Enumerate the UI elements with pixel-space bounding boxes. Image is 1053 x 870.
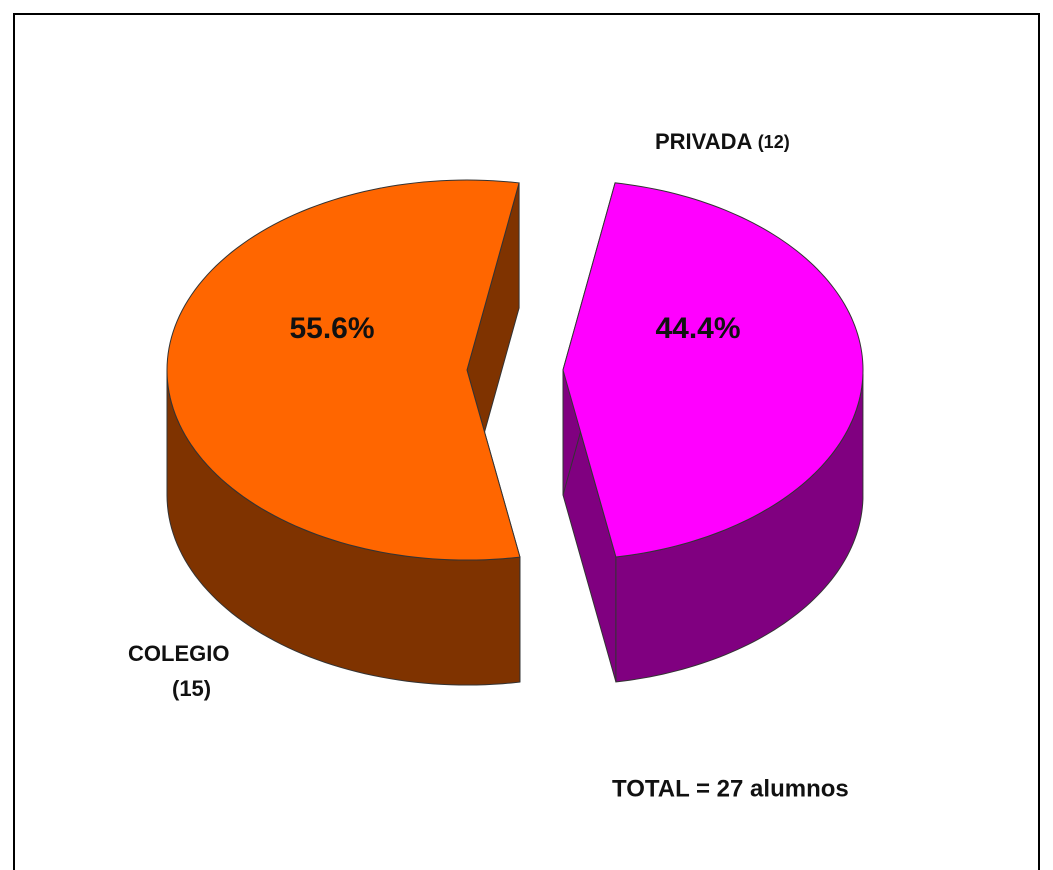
slice bbox=[166, 179, 521, 686]
category-name: PRIVADA bbox=[655, 129, 752, 154]
slice bbox=[562, 182, 864, 683]
slice-top bbox=[562, 182, 864, 558]
annotation: TOTAL = 27 alumnos bbox=[612, 775, 849, 802]
value-label: 55.6% bbox=[289, 312, 374, 345]
count-label: (12) bbox=[758, 132, 790, 152]
slice-top bbox=[166, 179, 521, 561]
category-label: PRIVADA (12) bbox=[655, 129, 790, 154]
count-label: (15) bbox=[172, 676, 211, 701]
value-label: 44.4% bbox=[655, 312, 740, 345]
category-label: COLEGIO bbox=[128, 641, 229, 666]
